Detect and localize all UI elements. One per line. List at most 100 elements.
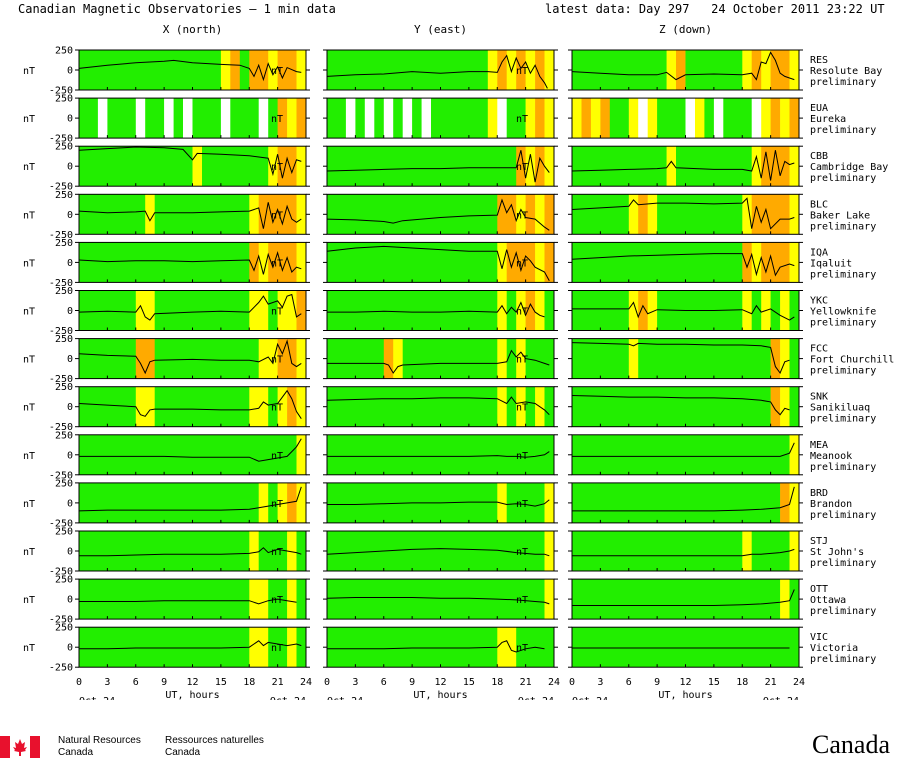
y-tick-label: -250: [49, 278, 73, 289]
y-tick-label: 0: [67, 354, 73, 365]
y-tick-label: 250: [55, 142, 73, 153]
activity-band: [525, 50, 536, 90]
activity-band: [590, 98, 601, 139]
activity-band: [431, 98, 489, 139]
activity-band: [723, 98, 752, 139]
activity-band: [296, 482, 307, 523]
x-tick-label: 12: [186, 677, 198, 688]
activity-band: [789, 242, 800, 283]
unit-label: nT: [516, 547, 528, 558]
activity-band: [383, 98, 394, 139]
x-date-label-left: Oct 24: [327, 696, 363, 700]
panel-stj-z: nT: [516, 530, 803, 572]
data-trace: [572, 301, 795, 321]
panel-brd-z: nT: [516, 482, 803, 524]
activity-band: [572, 531, 743, 571]
unit-label: nT: [271, 114, 283, 125]
panel-snk-z: nT: [516, 386, 803, 428]
activity-band: [258, 242, 269, 283]
panel-ykc-x: 250 0 -250 nT: [23, 286, 310, 337]
org-name-fr-line1: Ressources naturelles: [165, 735, 264, 746]
activity-band: [327, 579, 545, 620]
activity-band: [154, 290, 250, 331]
station-status-label: preliminary: [810, 606, 876, 617]
activity-band: [268, 146, 278, 187]
activity-band: [742, 290, 753, 331]
activity-band: [704, 98, 715, 139]
station-name-label: Resolute Bay: [810, 66, 882, 77]
activity-band: [497, 338, 508, 379]
activity-band: [364, 98, 375, 139]
station-name-label: Cambridge Bay: [810, 162, 888, 173]
activity-band: [79, 50, 222, 90]
activity-band: [296, 50, 307, 90]
data-trace: [78, 293, 302, 321]
activity-band: [695, 98, 705, 139]
activity-band: [751, 531, 790, 571]
unit-label: nT: [516, 66, 528, 77]
org-name-en-line2: Canada: [58, 747, 94, 758]
activity-band: [327, 146, 517, 187]
activity-band: [268, 386, 278, 427]
activity-band: [296, 386, 307, 427]
data-trace: [327, 301, 545, 318]
unit-label: nT: [271, 210, 283, 221]
unit-label: nT: [23, 403, 35, 414]
station-status-label: preliminary: [810, 221, 876, 232]
activity-band: [421, 98, 432, 139]
activity-band: [525, 98, 536, 139]
activity-band: [544, 531, 555, 571]
activity-band: [525, 290, 536, 331]
activity-band: [296, 627, 307, 668]
x-tick-label: 9: [654, 677, 660, 688]
data-trace: [327, 640, 545, 653]
station-code-label: BRD: [810, 488, 828, 499]
activity-band: [258, 338, 278, 379]
y-tick-label: 250: [55, 190, 73, 201]
panel-cbb-y: nT: [271, 145, 558, 187]
unit-label: nT: [516, 162, 528, 173]
panel-blc-x: 250 0 -250 nT: [23, 190, 310, 241]
activity-band: [628, 98, 639, 139]
activity-band: [751, 290, 762, 331]
activity-band: [789, 531, 800, 571]
activity-band: [79, 146, 193, 187]
activity-band: [506, 482, 545, 523]
panel-fcc-x: 250 0 -250 nT: [23, 334, 310, 385]
x-tick-label: 24: [793, 677, 805, 688]
activity-band: [277, 386, 288, 427]
activity-band: [516, 290, 526, 331]
activity-band: [327, 98, 347, 139]
activity-band: [79, 194, 146, 235]
station-code-label: OTT: [810, 584, 828, 595]
activity-band: [544, 242, 555, 283]
latest-data-label: latest data: Day 297 24 October 2011 23:…: [545, 2, 885, 16]
unit-label: nT: [516, 595, 528, 606]
activity-band: [296, 242, 307, 283]
activity-band: [761, 50, 771, 90]
org-name-en: Natural Resources Canada: [58, 735, 141, 759]
activity-band: [393, 338, 403, 379]
data-trace: [572, 548, 795, 557]
station-name-label: St John's: [810, 547, 864, 558]
activity-band: [287, 531, 297, 571]
column-header-y: Y (east): [414, 23, 467, 36]
x-tick-label: 6: [133, 677, 139, 688]
station-status-label: preliminary: [810, 77, 876, 88]
x-tick-label: 18: [491, 677, 503, 688]
station-name-label: Yellowknife: [810, 307, 876, 318]
activity-band: [383, 338, 394, 379]
y-tick-label: -250: [49, 615, 73, 626]
x-tick-label: 9: [409, 677, 415, 688]
data-trace: [326, 150, 550, 183]
activity-band: [192, 146, 203, 187]
data-trace: [571, 51, 795, 81]
activity-band: [220, 50, 231, 90]
activity-band: [628, 290, 639, 331]
activity-band: [135, 98, 146, 139]
y-tick-label: 250: [55, 286, 73, 297]
y-tick-label: 0: [67, 402, 73, 413]
activity-band: [327, 338, 384, 379]
